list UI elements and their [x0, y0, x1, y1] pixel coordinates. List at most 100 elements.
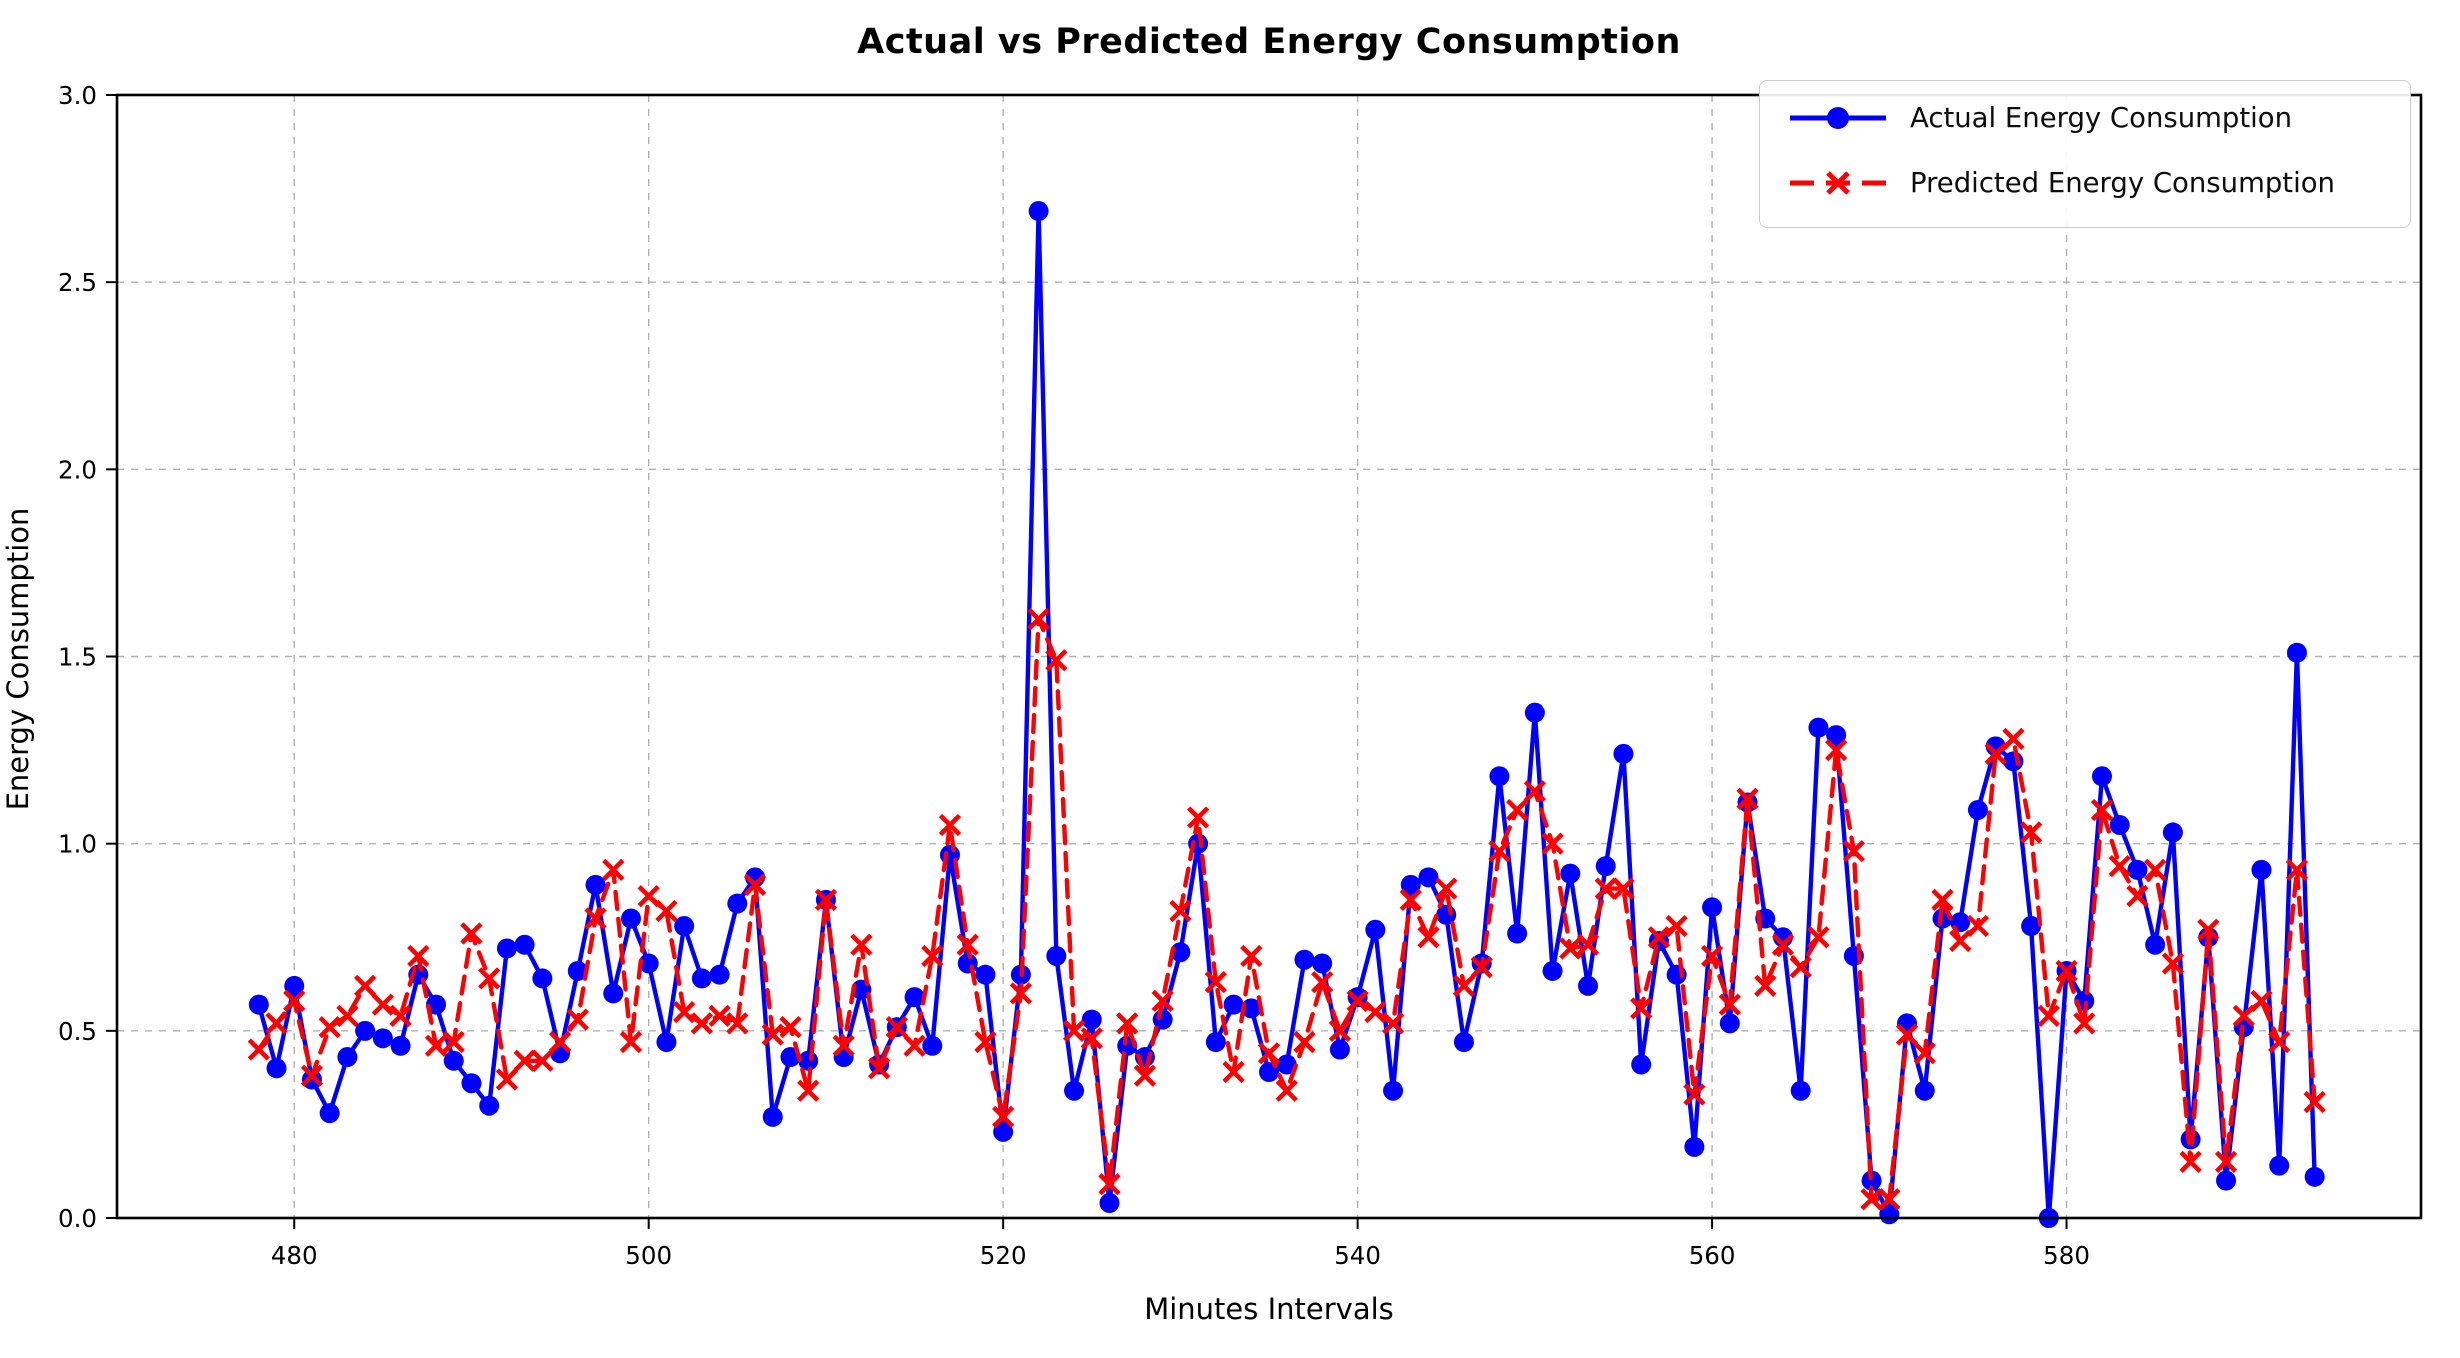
- y-tick-label: 3.0: [58, 81, 97, 110]
- actual-data-marker: [1613, 743, 1634, 764]
- predicted-data-marker: [797, 1079, 820, 1102]
- predicted-data-marker: [1665, 914, 1688, 938]
- predicted-data-marker: [903, 1034, 926, 1057]
- actual-data-marker: [1507, 923, 1528, 944]
- predicted-data-marker: [371, 993, 394, 1016]
- legend-predicted-line-sample: [1790, 171, 1886, 195]
- predicted-data-marker: [761, 1023, 784, 1046]
- predicted-data-marker: [1576, 933, 1600, 956]
- predicted-data-marker: [1151, 989, 1174, 1013]
- actual-data-marker: [1294, 949, 1315, 970]
- predicted-data-marker: [1860, 1188, 1883, 1211]
- predicted-data-marker: [1293, 1030, 1316, 1054]
- predicted-data-marker: [495, 1068, 519, 1091]
- actual-data-marker: [1702, 897, 1723, 918]
- actual-data-marker: [993, 1121, 1014, 1142]
- predicted-data-marker: [1435, 877, 1458, 900]
- predicted-data-marker: [1754, 974, 1777, 998]
- actual-data-marker: [284, 975, 305, 996]
- predicted-data-marker: [247, 1038, 270, 1061]
- predicted-data-marker: [1878, 1188, 1901, 1211]
- actual-data-marker: [727, 893, 748, 914]
- predicted-data-marker: [1771, 933, 1795, 956]
- actual-data-marker: [1365, 919, 1386, 940]
- predicted-data-marker: [2073, 1012, 2096, 1035]
- legend-predicted-label: Predicted Energy Consumption: [1910, 167, 2335, 199]
- actual-data-marker: [2269, 1155, 2290, 1176]
- predicted-data-marker: [1700, 944, 1724, 968]
- predicted-data-marker: [2285, 858, 2309, 881]
- y-tick-label: 2.0: [58, 455, 97, 484]
- y-axis-label: Energy Consumption: [1, 507, 35, 811]
- predicted-data-marker: [1009, 982, 1033, 1005]
- predicted-data-marker: [1559, 937, 1582, 960]
- predicted-data-marker: [389, 1004, 412, 1027]
- predicted-data-marker: [1541, 832, 1564, 855]
- actual-data-marker: [2304, 1166, 2325, 1187]
- x-tick-label: 480: [271, 1241, 318, 1270]
- actual-data-marker: [266, 1058, 287, 1079]
- actual-data-marker: [709, 964, 730, 985]
- predicted-data-marker: [1736, 787, 1759, 810]
- predicted-data-marker: [1825, 738, 1848, 762]
- predicted-data-marker: [1683, 1083, 1706, 1106]
- actual-data-marker: [1524, 702, 1545, 723]
- actual-data-marker: [1684, 1136, 1705, 1157]
- actual-data-marker: [567, 960, 588, 981]
- predicted-data-marker: [655, 899, 678, 923]
- predicted-data-marker: [867, 1057, 891, 1080]
- predicted-data-marker: [1328, 1019, 1352, 1042]
- actual-data-marker: [1400, 874, 1421, 895]
- predicted-data-marker: [779, 1015, 802, 1039]
- x-tick-label: 580: [2043, 1241, 2090, 1270]
- predicted-data-marker: [2002, 727, 2025, 750]
- predicted-data-marker: [2250, 989, 2273, 1013]
- predicted-data-marker: [353, 974, 377, 998]
- predicted-data-marker: [1240, 944, 1263, 968]
- actual-data-marker: [301, 1069, 322, 1090]
- predicted-data-marker: [1523, 780, 1546, 803]
- actual-data-marker: [2109, 814, 2130, 835]
- x-tick-label: 560: [1689, 1241, 1736, 1270]
- predicted-data-marker: [1488, 840, 1511, 863]
- predicted-data-marker: [1381, 1012, 1405, 1035]
- predicted-data-marker: [1807, 926, 1830, 949]
- actual-data-marker: [2216, 1170, 2237, 1191]
- predicted-data-marker: [265, 1012, 288, 1035]
- predicted-data-marker: [2055, 959, 2078, 983]
- actual-data-marker: [1719, 1013, 1740, 1034]
- predicted-data-marker: [1612, 877, 1635, 900]
- predicted-series-line: [256, 616, 2317, 1202]
- predicted-data-marker: [548, 1030, 572, 1054]
- legend: Actual Energy Consumption Predicted Ener…: [1759, 80, 2411, 228]
- predicted-data-marker: [1789, 956, 1812, 979]
- legend-actual-line-sample: [1790, 107, 1886, 129]
- actual-data-marker: [1790, 1080, 1811, 1101]
- actual-data-marker: [1914, 1080, 1935, 1101]
- actual-data-marker: [1329, 1039, 1350, 1060]
- predicted-data-marker: [1346, 989, 1369, 1013]
- predicted-data-marker: [1364, 1000, 1387, 1024]
- predicted-data-marker: [1169, 899, 1192, 923]
- predicted-data-marker: [1204, 971, 1227, 994]
- actual-data-marker: [2286, 642, 2307, 663]
- predicted-data-marker: [283, 989, 306, 1013]
- actual-data-marker: [691, 968, 712, 989]
- predicted-data-marker: [336, 1004, 359, 1027]
- actual-data-marker: [1241, 998, 1262, 1019]
- predicted-data-marker: [850, 933, 873, 956]
- y-tick-label: 1.5: [58, 643, 97, 672]
- actual-data-marker: [1383, 1080, 1404, 1101]
- actual-data-marker: [2251, 859, 2272, 880]
- actual-data-marker: [2021, 916, 2042, 937]
- predicted-data-marker: [1842, 840, 1865, 863]
- predicted-data-marker: [1931, 888, 1954, 911]
- predicted-data-marker: [2144, 858, 2167, 881]
- predicted-data-marker: [708, 1004, 731, 1027]
- predicted-data-marker: [2161, 952, 2185, 975]
- actual-data-marker: [1826, 725, 1847, 746]
- actual-data-marker: [355, 1020, 376, 1041]
- predicted-data-marker: [300, 1064, 324, 1087]
- predicted-data-marker: [1222, 1060, 1245, 1084]
